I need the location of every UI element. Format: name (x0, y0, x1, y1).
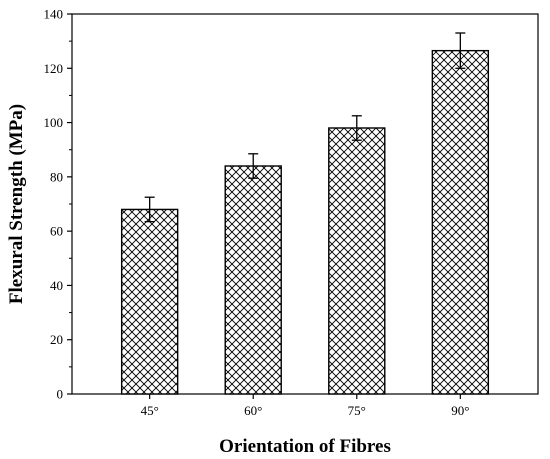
bar (431, 49, 490, 395)
x-tick-label: 75° (348, 403, 366, 418)
y-tick-label: 140 (44, 7, 64, 22)
bar (328, 127, 386, 395)
y-axis-title: Flexural Strength (MPa) (6, 104, 27, 304)
y-tick-label: 20 (50, 332, 63, 347)
x-tick-label: 90° (451, 403, 469, 418)
y-tick-label: 60 (50, 224, 63, 239)
y-tick-label: 120 (44, 61, 64, 76)
y-tick-label: 0 (57, 387, 64, 402)
x-axis: 45° 60° 75° 90° (141, 394, 469, 418)
x-tick-label: 45° (141, 403, 159, 418)
y-tick-label: 100 (44, 115, 64, 130)
bars-group (120, 49, 490, 395)
x-axis-title: Orientation of Fibres (219, 436, 391, 457)
y-tick-label: 80 (50, 169, 63, 184)
error-bars-group (144, 32, 466, 223)
y-tick-label: 40 (50, 278, 63, 293)
bar (224, 165, 282, 395)
bar (120, 208, 179, 395)
x-tick-label: 60° (244, 403, 262, 418)
y-axis: 0 20 40 60 80 100 120 140 (44, 7, 72, 402)
